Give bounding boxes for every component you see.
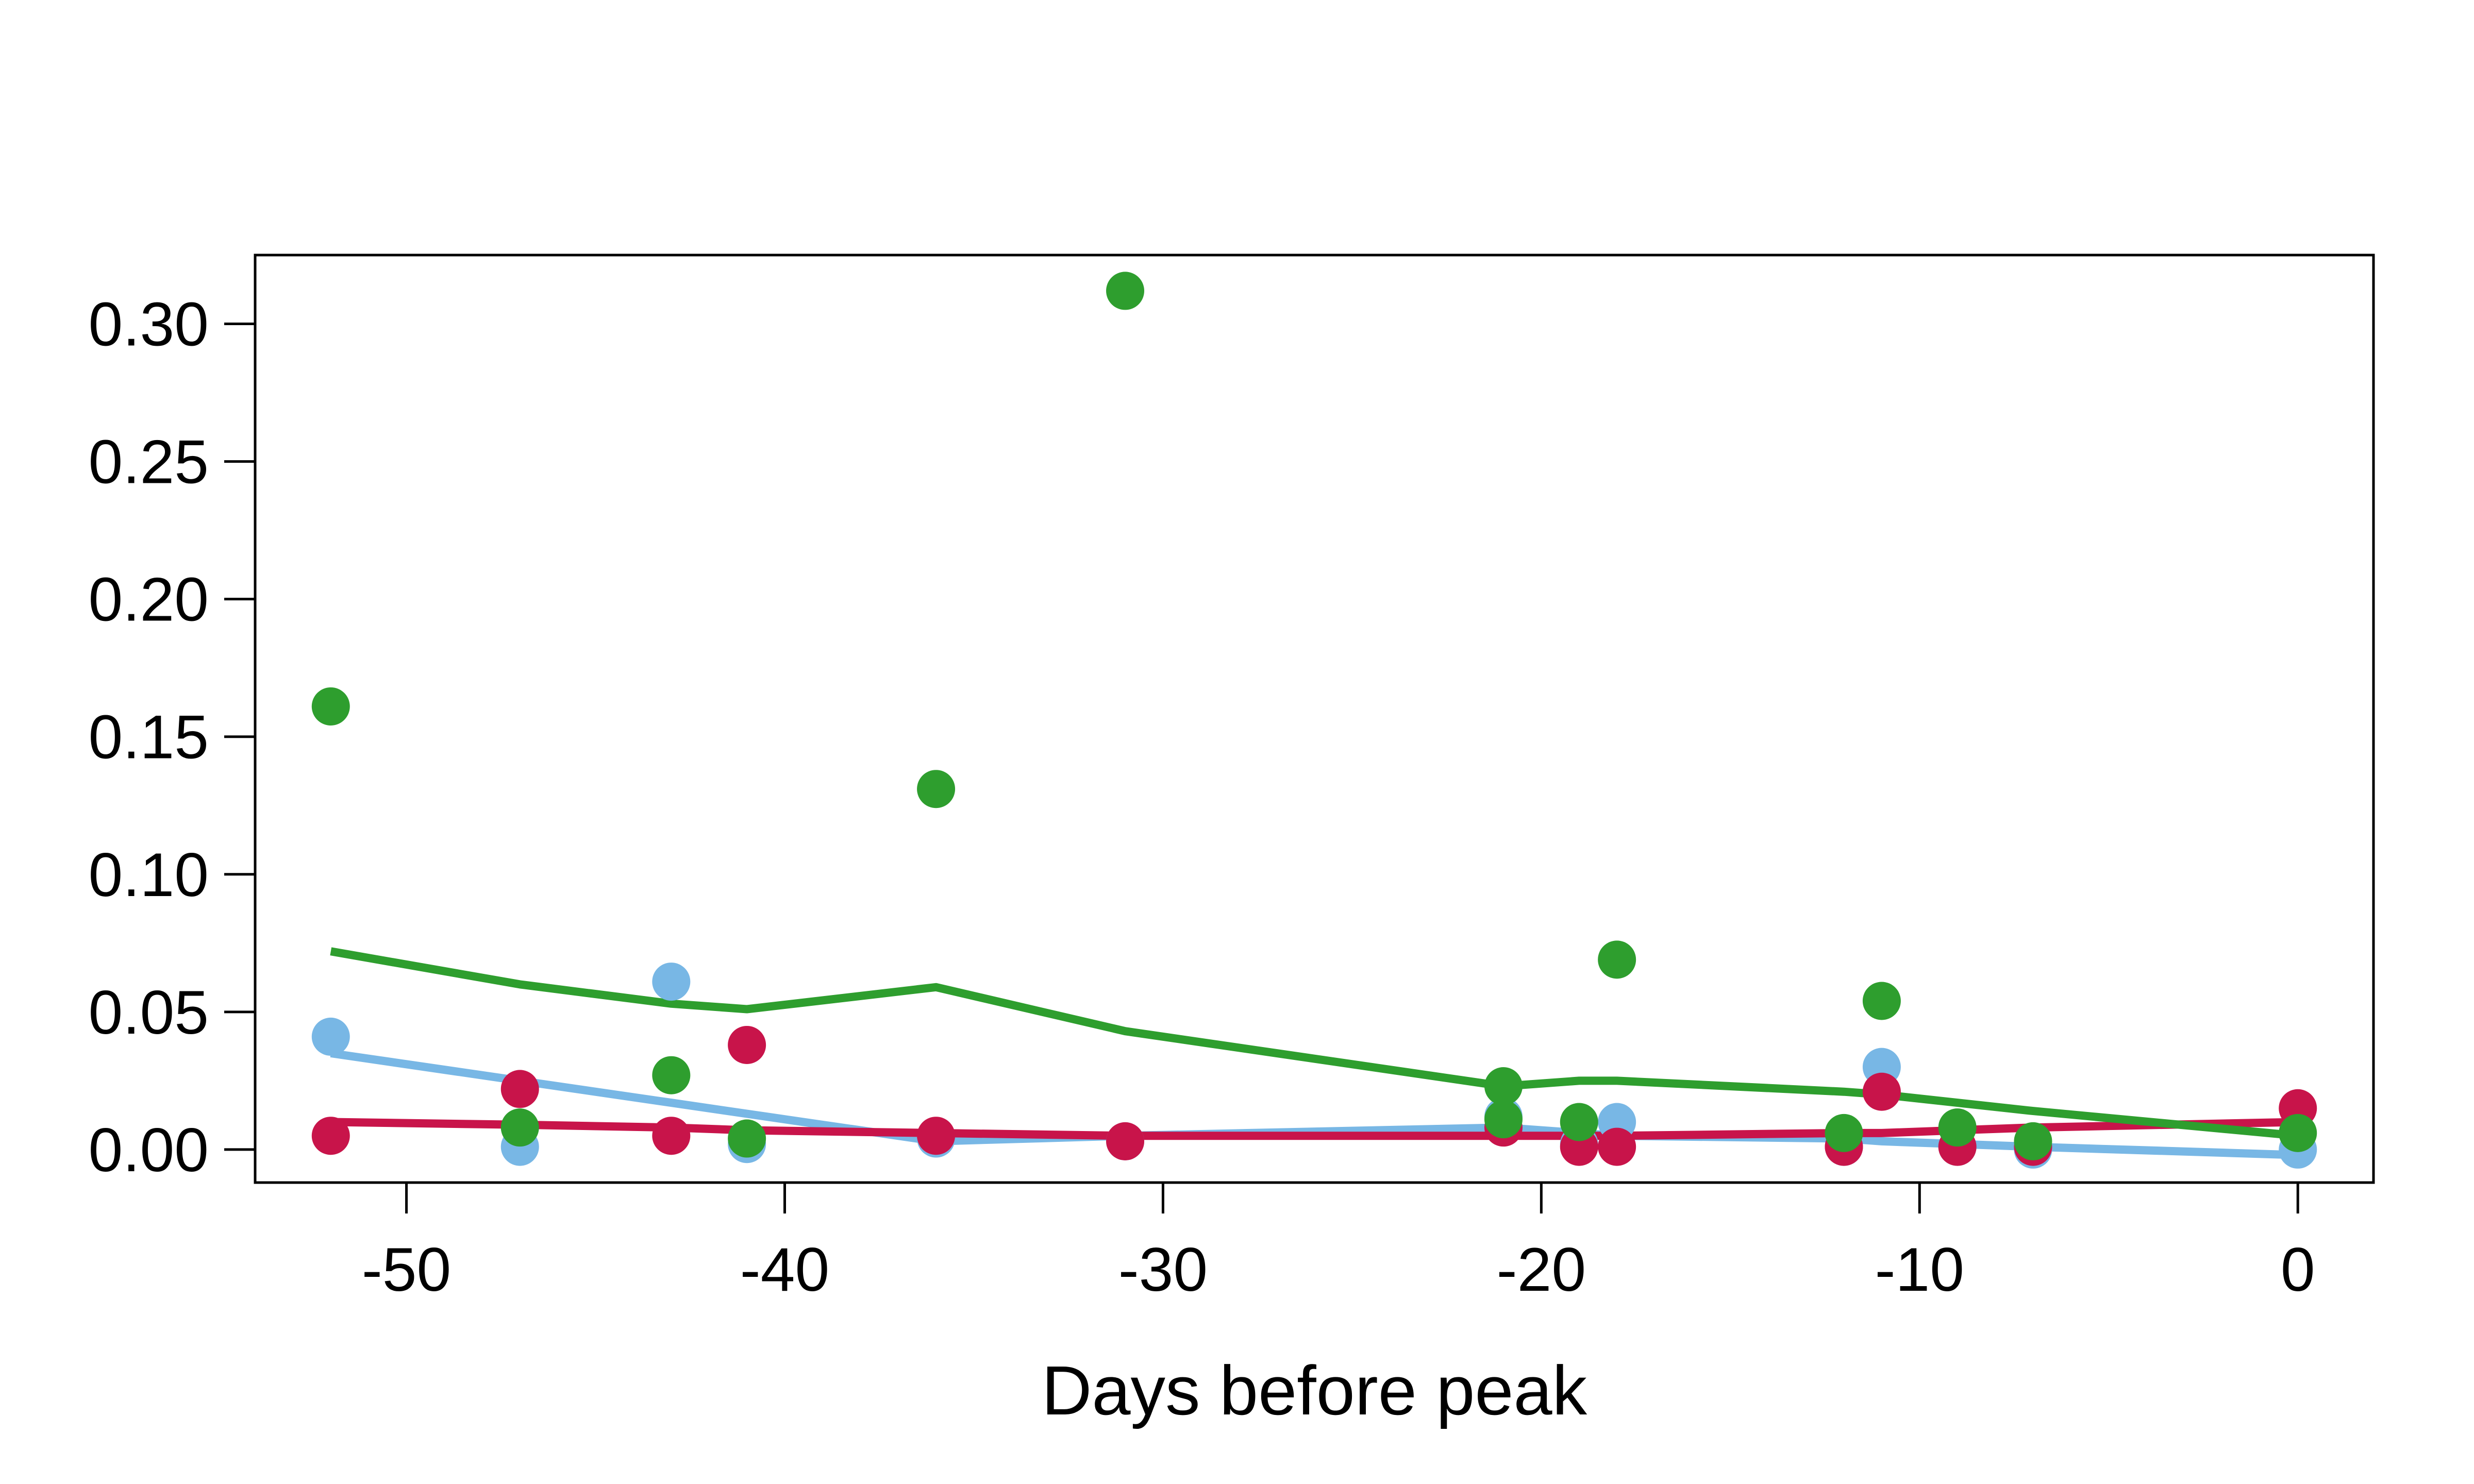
series-2-point <box>2014 1122 2052 1160</box>
x-axis: -50 -40 -30 -20 -10 0 <box>362 1181 2315 1304</box>
x-tick-label: -10 <box>1875 1235 1964 1304</box>
series-2-point <box>1484 1100 1523 1139</box>
y-tick-label: 0.30 <box>88 290 209 359</box>
series-1-point <box>500 1070 539 1108</box>
series-1-point <box>728 1025 766 1064</box>
series-2-point <box>1938 1108 1977 1147</box>
series-2-point <box>311 687 350 726</box>
plot-frame <box>254 254 2375 1184</box>
series-1-point <box>311 1117 350 1155</box>
series-2-point <box>652 1056 691 1094</box>
y-tick-label: 0.05 <box>88 978 209 1047</box>
x-tick-label: 0 <box>2281 1235 2315 1304</box>
series-2-point <box>1862 982 1901 1020</box>
x-tick-label: -20 <box>1497 1235 1586 1304</box>
series-2-point <box>500 1108 539 1147</box>
series-2-point <box>2279 1114 2317 1152</box>
series-2-point <box>1598 940 1636 979</box>
series-1-point <box>1598 1127 1636 1166</box>
x-tick-label: -40 <box>740 1235 829 1304</box>
series-1-point <box>1862 1072 1901 1111</box>
y-tick-label: 0.10 <box>88 840 209 909</box>
series-1-point <box>917 1117 956 1155</box>
y-tick-label: 0.20 <box>88 565 209 634</box>
x-tick-label: -50 <box>362 1235 451 1304</box>
series-2-point <box>1106 272 1145 310</box>
y-tick-label: 0.15 <box>88 703 209 772</box>
x-axis-title: Days before peak <box>1042 1352 1587 1429</box>
series-2-point <box>917 770 956 808</box>
series-2-trend-line <box>330 947 2298 1140</box>
series-0-point <box>311 1017 350 1056</box>
x-tick-label: -30 <box>1118 1235 1208 1304</box>
series-2-point <box>728 1119 766 1158</box>
series-1-point <box>1106 1122 1145 1160</box>
y-tick-label: 0.25 <box>88 428 209 497</box>
series-lines <box>330 947 2298 1159</box>
series-1-point <box>652 1117 691 1155</box>
series-points <box>311 272 2317 1169</box>
y-axis: 0.00 0.05 0.10 0.15 0.20 0.25 0.30 <box>88 290 257 1185</box>
y-tick-label: 0.00 <box>88 1116 209 1185</box>
series-2-point <box>1484 1067 1523 1106</box>
series-0-point <box>652 963 691 1001</box>
series-2-point <box>1825 1114 1863 1152</box>
series-2-point <box>1560 1103 1598 1141</box>
